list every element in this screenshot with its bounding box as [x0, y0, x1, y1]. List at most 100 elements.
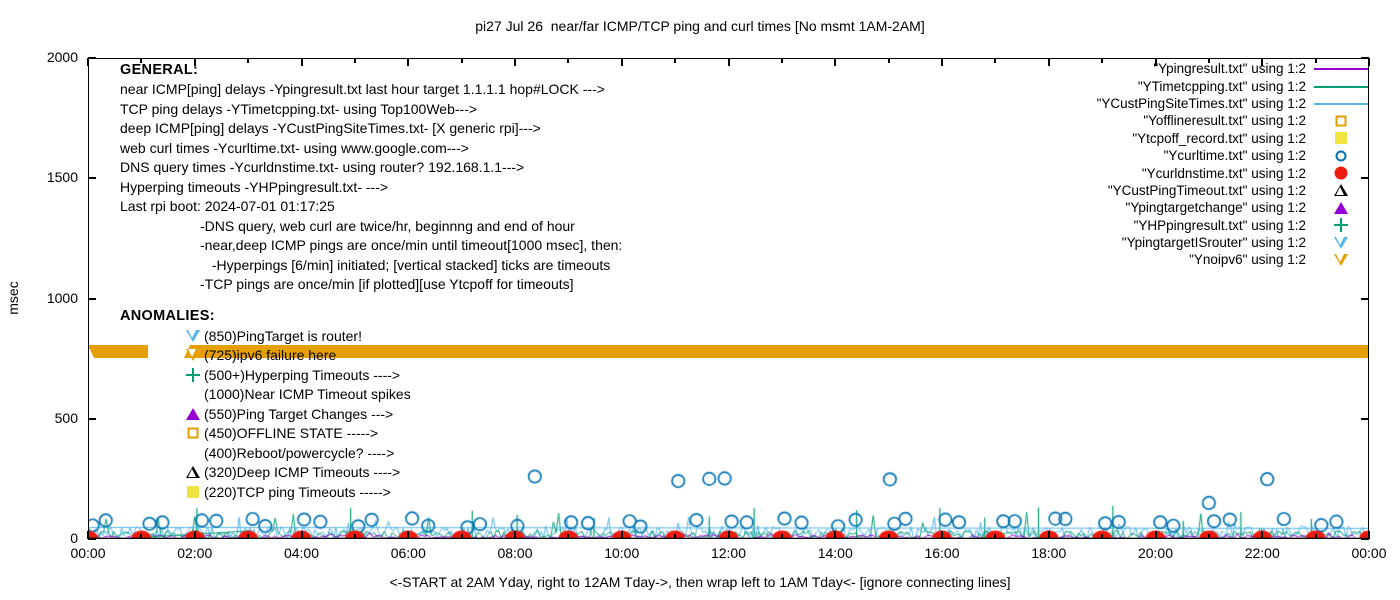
general-note: -near,deep ICMP pings are once/min until…: [200, 237, 623, 253]
plus-green-icon: [1312, 217, 1370, 234]
axis-tick: [621, 531, 623, 539]
x-tick-label: 14:00: [817, 545, 853, 561]
axis-tick: [354, 534, 356, 539]
axis-tick: [941, 531, 943, 539]
inverted-triangle-open-orange-icon: [182, 346, 204, 365]
axis-tick: [407, 58, 409, 66]
legend-row: "Ytcpoff_record.txt" using 1:2: [930, 130, 1370, 147]
legend-label: "YCustPingTimeout.txt" using 1:2: [1107, 182, 1306, 198]
y-tick-label: 500: [54, 409, 78, 426]
axis-tick: [994, 534, 996, 539]
legend-label: "YCustPingSiteTimes.txt" using 1:2: [1096, 95, 1306, 111]
x-tick-label: 18:00: [1031, 545, 1067, 561]
line-green-icon: [1312, 78, 1370, 95]
legend-row: "Ypingtargetchange" using 1:2: [930, 199, 1370, 216]
no-icon: [182, 443, 204, 462]
anomalies-annotation-block: ANOMALIES: (850)PingTarget is router! (72…: [120, 306, 820, 502]
axis-tick: [674, 58, 676, 63]
triangle-open-black-icon: [1312, 182, 1370, 199]
anomaly-label: (1000)Near ICMP Timeout spikes: [204, 386, 411, 403]
general-note: -DNS query, web curl are twice/hr, begin…: [200, 217, 575, 234]
axis-tick: [1208, 534, 1210, 539]
axis-tick: [781, 58, 783, 63]
anomaly-label: (850)PingTarget is router!: [204, 327, 362, 344]
square-open-orange-icon: [1312, 112, 1370, 129]
legend-label: "YHPpingresult.txt" using 1:2: [1133, 217, 1306, 233]
legend-row: "Yofflineresult.txt" using 1:2: [930, 112, 1370, 129]
x-tick-label: 08:00: [497, 545, 533, 561]
axis-tick: [354, 58, 356, 63]
axis-tick: [1361, 538, 1369, 540]
legend-label: "YpingtargetISrouter" using 1:2: [1121, 235, 1306, 251]
anomaly-row: (400)Reboot/powercycle? ---->: [182, 443, 820, 463]
axis-tick: [88, 298, 96, 300]
axis-tick: [674, 534, 676, 539]
x-tick-label: 16:00: [924, 545, 960, 561]
general-annotation-block: GENERAL: near ICMP[ping] delays -Ypingre…: [120, 60, 880, 295]
legend-marker-swatch: [1335, 115, 1347, 127]
triangle-filled-purple-icon: [182, 404, 204, 423]
y-tick-label: 1500: [46, 169, 78, 186]
axis-tick: [1261, 531, 1263, 539]
y-tick-label: 0: [70, 530, 78, 546]
x-tick-label: 06:00: [390, 545, 426, 561]
x-tick-label: 00:00: [70, 545, 106, 561]
general-note: -Hyperpings [6/min] initiated; [vertical…: [208, 256, 611, 273]
circle-filled-red-icon: [1312, 165, 1370, 182]
anomaly-marker: [187, 485, 199, 498]
general-line: DNS query times -Ycurldnstime.txt- using…: [120, 159, 525, 175]
legend-line-swatch: [1314, 102, 1368, 105]
axis-tick: [567, 534, 569, 539]
legend-label: "Ytcpoff_record.txt" using 1:2: [1132, 130, 1306, 146]
general-line: near ICMP[ping] delays -Ypingresult.txt …: [120, 81, 605, 97]
legend-marker-swatch: [1334, 253, 1348, 266]
axis-tick: [1361, 57, 1369, 59]
axis-tick: [728, 531, 730, 539]
axis-tick: [1361, 418, 1369, 420]
legend-line-swatch: [1314, 85, 1368, 88]
legend-row: "Ycurldnstime.txt" using 1:2: [930, 164, 1370, 181]
anomaly-marker: [187, 427, 199, 439]
anomaly-row: (550)Ping Target Changes --->: [182, 404, 820, 424]
x-tick-label: 04:00: [283, 545, 320, 561]
x-tick-label: 22:00: [1244, 545, 1280, 561]
anomaly-label: (450)OFFLINE STATE ----->: [204, 425, 379, 442]
axis-tick: [1368, 531, 1370, 539]
inverted-triangle-open-orange-icon: [1312, 251, 1370, 268]
circle-open-blue-icon: [1312, 147, 1370, 164]
x-tick-label: 12:00: [710, 545, 747, 561]
axis-tick: [88, 418, 96, 420]
general-notes: -DNS query, web curl are twice/hr, begin…: [120, 217, 880, 295]
axis-tick: [621, 58, 623, 66]
axis-tick: [1048, 58, 1050, 66]
axis-tick: [1261, 58, 1263, 66]
legend-row: "YCustPingTimeout.txt" using 1:2: [930, 182, 1370, 199]
legend-marker-swatch: [1335, 132, 1347, 145]
anomaly-label: (220)TCP ping Timeouts ----->: [204, 483, 391, 500]
legend-label: "Ycurltime.txt" using 1:2: [1163, 148, 1306, 164]
legend: "Ypingresult.txt" using 1:2 "YTimetcpping…: [930, 60, 1370, 269]
x-axis-caption: <-START at 2AM Yday, right to 12AM Tday-…: [389, 574, 1011, 590]
legend-row: "Ynoipv6" using 1:2: [930, 251, 1370, 268]
axis-tick: [301, 58, 303, 66]
anomaly-row: (220)TCP ping Timeouts ----->: [182, 482, 820, 502]
general-line: deep ICMP[ping] delays -YCustPingSiteTim…: [120, 120, 541, 136]
legend-line-swatch: [1314, 68, 1368, 71]
axis-tick: [1368, 58, 1370, 66]
triangle-open-black-icon: [182, 463, 204, 482]
anomaly-label: (550)Ping Target Changes --->: [204, 405, 394, 422]
general-line: TCP ping delays -YTimetcpping.txt- using…: [120, 100, 478, 117]
axis-tick: [514, 58, 516, 66]
general-line: Hyperping timeouts -YHPpingresult.txt- -…: [120, 178, 389, 195]
x-tick-label: 20:00: [1137, 545, 1174, 561]
inverted-triangle-open-skyblue-icon: [1312, 234, 1370, 251]
y-tick-label: 1000: [46, 289, 78, 306]
line-purple-icon: [1312, 60, 1370, 77]
axis-tick: [461, 58, 463, 63]
axis-tick: [247, 534, 249, 539]
axis-tick: [1361, 298, 1369, 300]
axis-tick: [514, 531, 516, 539]
anomalies-rows: (850)PingTarget is router! (725)ipv6 fail…: [120, 326, 820, 502]
axis-tick: [1315, 58, 1317, 63]
plot-data-canvas: [88, 58, 1369, 539]
